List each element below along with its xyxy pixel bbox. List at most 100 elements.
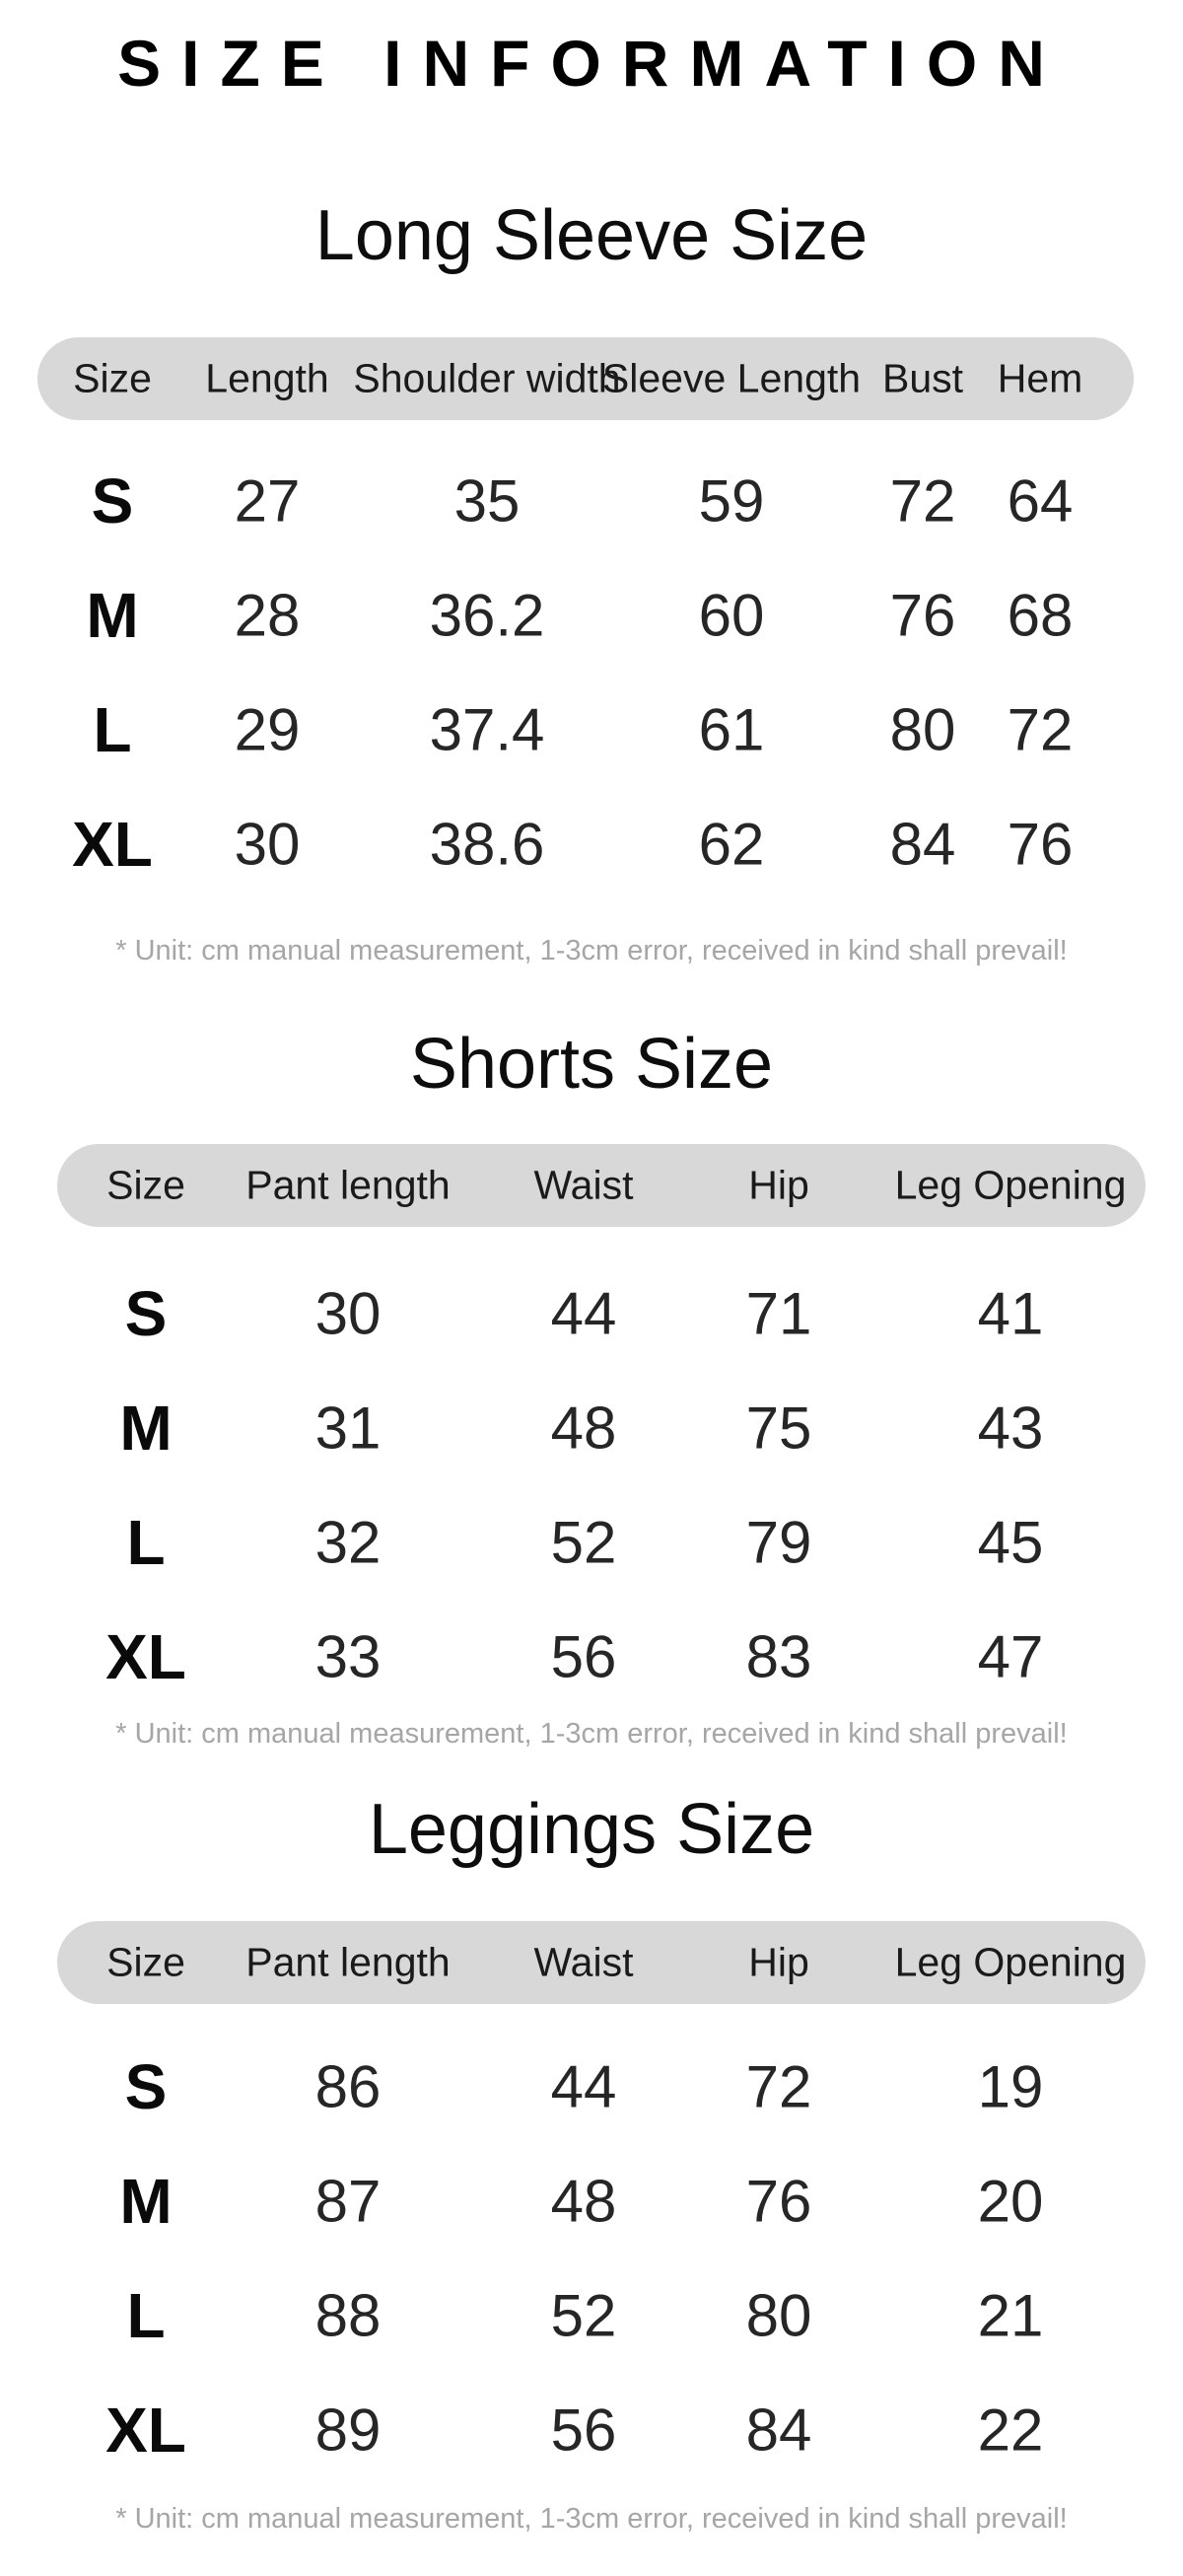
measurement-value: 84 [889,811,956,878]
column-header: Waist [533,1162,634,1208]
table-header-bar [57,1144,1146,1227]
unit-note: * Unit: cm manual measurement, 1-3cm err… [115,2503,1068,2535]
table-row: XL 33 56 83 47 [0,1600,1183,1714]
column-header: Bust [881,355,964,401]
size-label: M [119,2166,173,2237]
table-row: XL 30 38.6 62 84 76 [0,787,1183,901]
measurement-value: 32 [314,1509,382,1576]
table-header-row: Size Length Shoulder width Sleeve Length Bus… [0,337,1183,420]
table-row: S 27 35 59 72 64 [0,444,1183,558]
measurement-value: 41 [977,1280,1044,1347]
measurement-value: 33 [314,1623,382,1690]
table-row: M 31 48 75 43 [0,1371,1183,1485]
size-label: L [126,2280,166,2351]
measurement-value: 76 [1007,811,1074,878]
column-header: Sleeve Length [601,355,862,401]
measurement-value: 44 [550,2053,617,2120]
measurement-value: 45 [977,1509,1044,1576]
table-row: XL 89 56 84 22 [0,2373,1183,2487]
table-row: S 86 44 72 19 [0,2030,1183,2144]
column-header: Length [205,355,329,401]
measurement-value: 56 [550,2397,617,2464]
measurement-value: 71 [745,1280,812,1347]
measurement-value: 89 [314,2397,382,2464]
column-header: Hip [748,1939,809,1985]
column-header: Hem [997,355,1083,401]
table-title: Shorts Size [409,1025,774,1104]
measurement-value: 61 [698,696,765,763]
table-body: S 86 44 72 19 M 87 48 76 20 L 88 52 80 21 XL 89 56 84 22 [0,2030,1183,2487]
unit-note: * Unit: cm manual measurement, 1-3cm err… [115,1718,1068,1750]
measurement-value: 19 [977,2053,1044,2120]
measurement-value: 47 [977,1623,1044,1690]
size-label: M [86,580,139,651]
measurement-value: 30 [234,811,301,878]
column-header: Size [106,1939,185,1985]
size-label: M [119,1393,173,1464]
measurement-value: 21 [977,2282,1044,2349]
table-row: L 88 52 80 21 [0,2258,1183,2373]
table-header-row: Size Pant length Waist Hip Leg Opening [0,1921,1183,2004]
measurement-value: 48 [550,2168,617,2235]
measurement-value: 56 [550,1623,617,1690]
measurement-value: 76 [745,2168,812,2235]
column-header: Shoulder width [353,355,621,401]
size-label: L [126,1507,166,1578]
table-row: L 29 37.4 61 80 72 [0,673,1183,787]
measurement-value: 72 [889,467,956,535]
measurement-value: 30 [314,1280,382,1347]
table-header-bar [57,1921,1146,2004]
measurement-value: 48 [550,1395,617,1462]
measurement-value: 28 [234,582,301,649]
table-body: S 30 44 71 41 M 31 48 75 43 L 32 52 79 45 XL 33 56 83 47 [0,1256,1183,1714]
size-label: S [124,2051,168,2122]
measurement-value: 38.6 [429,811,545,878]
measurement-value: 80 [745,2282,812,2349]
measurement-value: 84 [745,2397,812,2464]
size-label: S [124,1278,168,1349]
measurement-value: 44 [550,1280,617,1347]
column-header: Waist [533,1939,634,1985]
size-label: XL [105,1621,186,1692]
table-row: M 28 36.2 60 76 68 [0,558,1183,673]
measurement-value: 35 [453,467,521,535]
measurement-value: 29 [234,696,301,763]
unit-note: * Unit: cm manual measurement, 1-3cm err… [115,935,1068,966]
measurement-value: 52 [550,2282,617,2349]
size-label: S [91,465,134,537]
table-body: S 27 35 59 72 64 M 28 36.2 60 76 68 L 29 37.4 61 80 72 XL 3… [0,444,1183,901]
column-header: Size [73,355,152,401]
measurement-value: 60 [698,582,765,649]
table-row: L 32 52 79 45 [0,1485,1183,1600]
table-title: Leggings Size [368,1790,815,1869]
size-label: XL [105,2395,186,2466]
measurement-value: 31 [314,1395,382,1462]
column-header: Leg Opening [894,1162,1127,1208]
measurement-value: 80 [889,696,956,763]
measurement-value: 88 [314,2282,382,2349]
measurement-value: 59 [698,467,765,535]
measurement-value: 79 [745,1509,812,1576]
table-title: Long Sleeve Size [314,196,869,275]
measurement-value: 20 [977,2168,1044,2235]
measurement-value: 62 [698,811,765,878]
column-header: Leg Opening [894,1939,1127,1985]
column-header: Pant length [245,1162,451,1208]
measurement-value: 86 [314,2053,382,2120]
table-row: M 87 48 76 20 [0,2144,1183,2258]
measurement-value: 22 [977,2397,1044,2464]
measurement-value: 43 [977,1395,1044,1462]
column-header: Size [106,1162,185,1208]
column-header: Pant length [245,1939,451,1985]
table-row: S 30 44 71 41 [0,1256,1183,1371]
measurement-value: 27 [234,467,301,535]
measurement-value: 68 [1007,582,1074,649]
size-label: L [93,694,132,765]
measurement-value: 37.4 [429,696,545,763]
table-header-bar [37,337,1134,420]
measurement-value: 52 [550,1509,617,1576]
measurement-value: 87 [314,2168,382,2235]
size-label: XL [72,809,153,880]
measurement-value: 72 [745,2053,812,2120]
